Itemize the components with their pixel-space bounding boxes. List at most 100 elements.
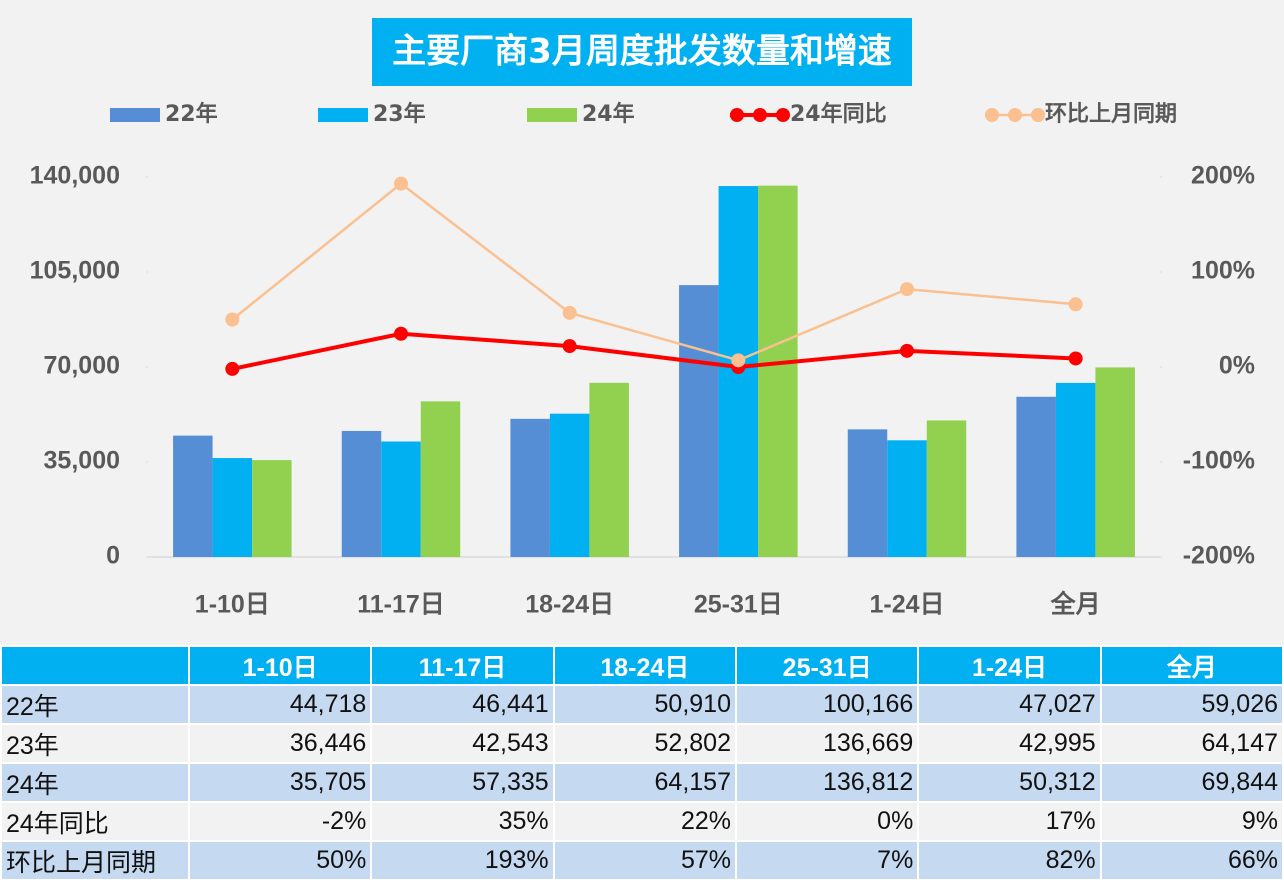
- table-cell: 57,335: [370, 762, 555, 803]
- y-tick-label: 0: [106, 542, 120, 570]
- column-header: 1-10日: [187, 645, 373, 686]
- table-cell: -2%: [187, 801, 373, 842]
- bar: [679, 285, 719, 557]
- bar: [926, 420, 967, 557]
- chart: 主要厂商3月周度批发数量和增速 0 35,000 70,000 105,000 140,…: [0, 0, 1284, 645]
- line-point: [900, 282, 914, 297]
- bar: [252, 460, 292, 557]
- table-cell: 66%: [1099, 840, 1284, 881]
- legend-label: 24年同比: [790, 101, 887, 127]
- table-cell: 42,995: [917, 723, 1102, 764]
- bar: [589, 382, 629, 557]
- table-cell: 35,705: [187, 762, 373, 803]
- x-tick-label: 全月: [1050, 590, 1101, 619]
- y2-tick-label: 200%: [1191, 162, 1255, 190]
- row-header: 23年: [0, 723, 190, 764]
- table-cell: 22%: [552, 801, 737, 842]
- table-row: 24年 35,705 57,335 64,157 136,812 50,312 69,844: [0, 762, 1284, 803]
- line-point: [1068, 297, 1083, 312]
- x-tick-label: 11-17日: [357, 591, 445, 619]
- line-point: [225, 361, 240, 376]
- table-row: 24年同比 -2% 35% 22% 0% 17% 9%: [0, 801, 1284, 842]
- table-cell: 82%: [917, 840, 1102, 881]
- table-cell: 50%: [187, 840, 373, 881]
- column-header: 25-31日: [734, 645, 920, 686]
- row-header: 22年: [0, 684, 190, 725]
- title-box: [372, 18, 912, 86]
- legend-label: 23年: [373, 101, 426, 127]
- y2-tick-label: -200%: [1183, 542, 1255, 570]
- table-cell: 136,669: [734, 723, 920, 764]
- line-point: [394, 326, 408, 341]
- bar: [212, 458, 253, 557]
- column-header: 全月: [1099, 645, 1284, 686]
- table-cell: 46,441: [370, 684, 555, 725]
- table-cell: 136,812: [734, 762, 920, 803]
- bar: [1016, 396, 1056, 557]
- legend-label: 24年: [582, 101, 635, 127]
- table-cell: 64,157: [552, 762, 737, 803]
- table-cell: 57%: [552, 840, 737, 881]
- x-tick-label: 25-31日: [694, 591, 783, 619]
- row-header: 环比上月同期: [0, 840, 190, 881]
- table-cell: 50,910: [552, 684, 737, 725]
- data-table: 1-10日 11-17日 18-24日 25-31日 1-24日 全月 22年 44,718…: [0, 645, 1284, 881]
- x-tick-label: 18-24日: [525, 591, 614, 619]
- line-point: [900, 343, 914, 358]
- bar: [341, 430, 382, 557]
- column-header: 11-17日: [370, 645, 555, 686]
- x-tick-label: 1-24日: [869, 591, 944, 619]
- table-cell: 17%: [917, 801, 1102, 842]
- table-cell: 44,718: [187, 684, 373, 725]
- table-row: 23年 36,446 42,543 52,802 136,669 42,995 64,147: [0, 723, 1284, 764]
- line-point: [225, 312, 240, 327]
- bar: [1095, 367, 1135, 557]
- line: [231, 182, 1076, 362]
- bar: [510, 418, 550, 557]
- line-point: [562, 339, 577, 354]
- table-row: 22年 44,718 46,441 50,910 100,166 47,027 59,026: [0, 684, 1284, 725]
- table-cell: 69,844: [1099, 762, 1284, 803]
- line-point: [394, 176, 408, 191]
- legend-marker: [1008, 108, 1022, 122]
- corner: [0, 645, 190, 686]
- table-cell: 35%: [370, 801, 555, 842]
- table-cell: 7%: [734, 840, 920, 881]
- legend-swatch: [318, 108, 368, 122]
- table-cell: 47,027: [917, 684, 1102, 725]
- table-cell: 36,446: [187, 723, 373, 764]
- legend-swatch: [527, 108, 577, 122]
- table-cell: 193%: [370, 840, 555, 881]
- line-point: [731, 353, 746, 368]
- y-tick-label: 140,000: [30, 162, 120, 190]
- y-tick-label: 105,000: [30, 257, 120, 285]
- table-cell: 59,026: [1099, 684, 1284, 725]
- legend-marker: [730, 108, 744, 122]
- table-cell: 0%: [734, 801, 920, 842]
- table-cell: 50,312: [917, 762, 1102, 803]
- table-cell: 42,543: [370, 723, 555, 764]
- bar: [420, 401, 461, 557]
- chart-title: 主要厂商3月周度批发数量和增速: [392, 32, 892, 72]
- bar: [381, 441, 421, 557]
- table-cell: 52,802: [552, 723, 737, 764]
- bar: [549, 413, 590, 557]
- legend-label: 22年: [165, 101, 218, 127]
- column-header: 1-24日: [917, 645, 1102, 686]
- table-row: 环比上月同期 50% 193% 57% 7% 82% 66%: [0, 840, 1284, 881]
- legend-marker: [1031, 108, 1045, 122]
- bar: [1055, 382, 1096, 557]
- legend-label: 环比上月同期: [1045, 102, 1177, 127]
- y2-tick-label: 100%: [1191, 257, 1255, 285]
- y-tick-label: 70,000: [44, 352, 120, 380]
- legend-marker: [753, 108, 767, 122]
- y2-tick-label: -100%: [1183, 447, 1255, 475]
- bar: [173, 435, 213, 557]
- x-tick-label: 1-10日: [195, 591, 270, 619]
- row-header: 24年同比: [0, 801, 190, 842]
- column-header: 18-24日: [552, 645, 737, 686]
- legend-marker: [985, 108, 999, 122]
- row-header: 24年: [0, 762, 190, 803]
- line: [231, 331, 1076, 371]
